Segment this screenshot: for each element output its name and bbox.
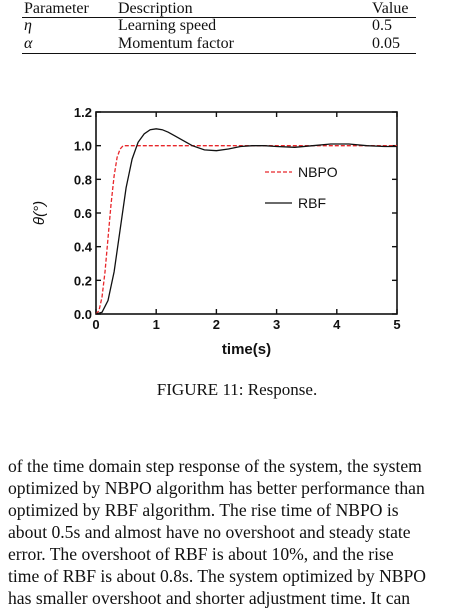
header-value: Value — [372, 0, 408, 17]
plot-frame — [96, 112, 397, 314]
x-tick-label: 5 — [393, 317, 400, 332]
legend-label-rbf: RBF — [298, 195, 326, 211]
header-description: Description — [118, 0, 193, 17]
row-description: Learning speed — [118, 17, 216, 34]
table-header-row: Parameter Description Value — [0, 0, 474, 17]
y-tick-label: 0.6 — [74, 206, 92, 221]
paragraph-line: about 0.5s and almost have no overshoot … — [8, 521, 474, 543]
y-tick-label: 0.0 — [74, 307, 92, 322]
body-paragraph: of the time domain step response of the … — [8, 455, 474, 609]
row-description: Momentum factor — [118, 35, 234, 52]
paragraph-line: error. The overshoot of RBF is about 10%… — [8, 543, 474, 565]
y-tick-label: 1.2 — [74, 105, 92, 120]
series-line-rbf — [96, 129, 397, 314]
x-axis-label: time(s) — [222, 341, 271, 358]
x-tick-label: 4 — [333, 317, 341, 332]
x-tick-label: 2 — [213, 317, 220, 332]
x-tick-label: 1 — [153, 317, 160, 332]
chart-svg: 0 1 2 3 4 5 0.0 0.2 0.4 0.6 0.8 1.0 1.2 time(s) θ(°) NB… — [0, 90, 474, 360]
series-line-nbpo — [96, 146, 397, 314]
table-rule-bottom — [22, 53, 416, 54]
paragraph-line: has smaller overshoot and shorter adjust… — [8, 587, 474, 609]
row-symbol: η — [24, 17, 32, 34]
table-row: α Momentum factor 0.05 — [0, 35, 474, 52]
y-tick-label: 0.4 — [74, 240, 93, 255]
y-tick-label: 0.2 — [74, 273, 92, 288]
row-value: 0.5 — [372, 17, 392, 34]
legend-label-nbpo: NBPO — [298, 164, 338, 180]
x-tick-label: 0 — [92, 317, 99, 332]
paragraph-line: optimized by NBPO algorithm has better p… — [8, 477, 474, 499]
paragraph-line: time of RBF is about 0.8s. The system op… — [8, 565, 474, 587]
y-axis-label: θ(°) — [31, 201, 48, 225]
table-row: η Learning speed 0.5 — [0, 17, 474, 34]
row-value: 0.05 — [372, 35, 400, 52]
figure-caption: FIGURE 11: Response. — [0, 380, 474, 400]
row-symbol: α — [24, 35, 32, 52]
paragraph-line: of the time domain step response of the … — [8, 455, 474, 477]
y-tick-label: 0.8 — [74, 172, 92, 187]
response-chart: 0 1 2 3 4 5 0.0 0.2 0.4 0.6 0.8 1.0 1.2 time(s) θ(°) NB… — [0, 90, 474, 360]
paragraph-line: optimized by RBF algorithm. The rise tim… — [8, 499, 474, 521]
y-tick-label: 1.0 — [74, 139, 92, 154]
header-parameter: Parameter — [24, 0, 89, 17]
x-tick-label: 3 — [273, 317, 280, 332]
